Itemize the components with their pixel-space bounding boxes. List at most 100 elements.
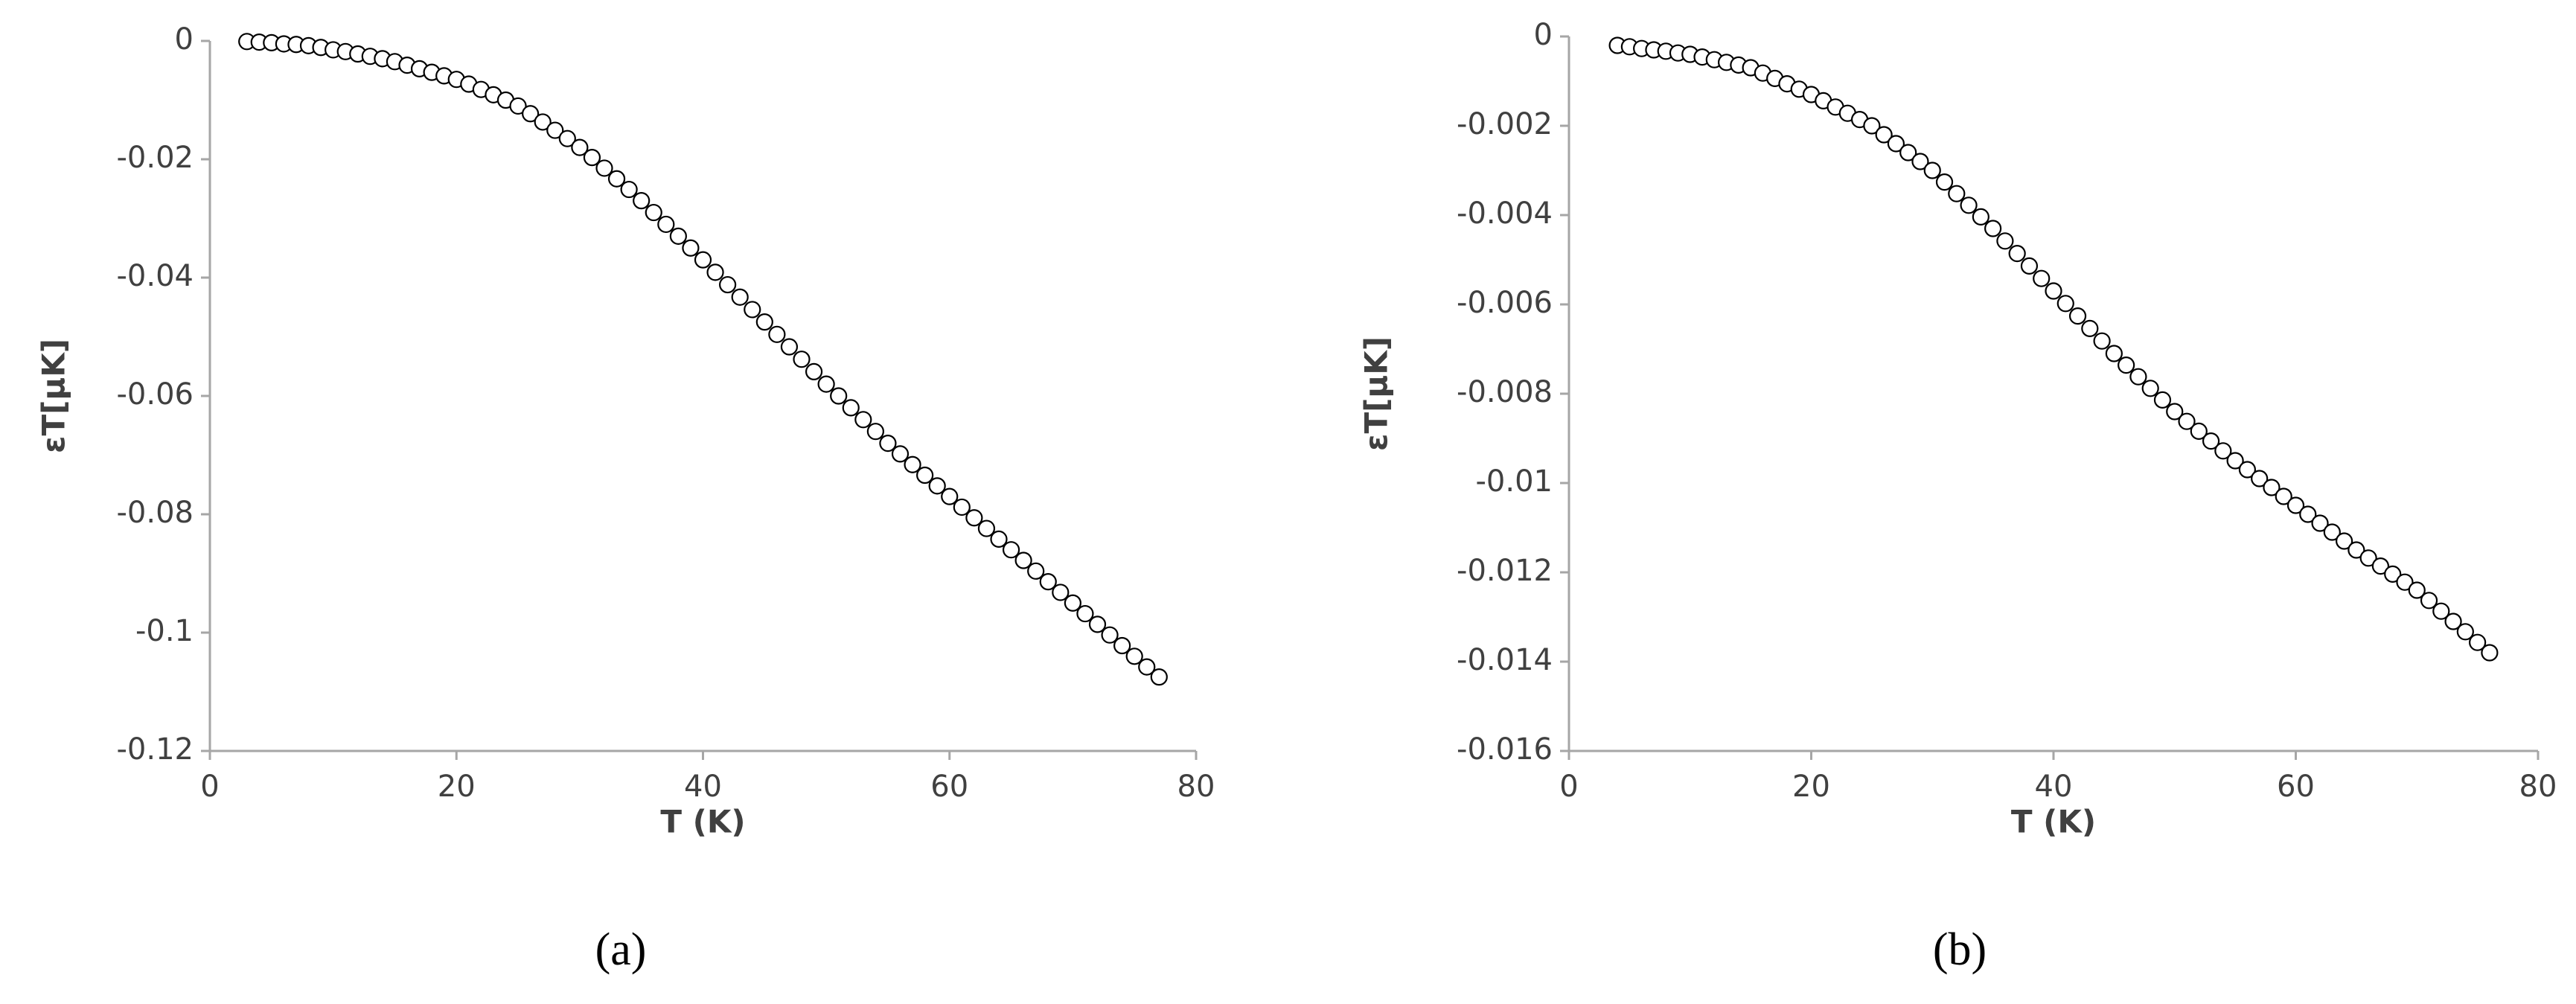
data-point [842, 399, 860, 417]
data-point [2008, 245, 2026, 263]
data-point [509, 97, 527, 115]
data-point [2263, 479, 2281, 496]
data-point [2420, 592, 2438, 610]
data-point [669, 227, 687, 245]
data-point [1972, 208, 1989, 226]
data-point [657, 215, 675, 234]
data-point [2202, 432, 2220, 450]
data-point [780, 338, 799, 356]
data-point [2481, 644, 2499, 662]
x-axis-title: T (K) [660, 804, 745, 840]
data-point [953, 498, 971, 517]
caption: (b) [1933, 924, 1987, 975]
data-point [965, 509, 983, 527]
data-point [2299, 505, 2317, 523]
x-tick-label: 80 [2519, 770, 2557, 804]
y-axis-title: εT[μK] [36, 339, 72, 453]
data-point [731, 288, 749, 306]
data-point [2081, 319, 2099, 337]
y-tick-label: -0.004 [1457, 196, 1553, 231]
data-point [990, 530, 1008, 548]
data-point [2153, 391, 2172, 409]
data-point [941, 487, 959, 505]
data-point [558, 130, 576, 147]
x-tick-label: 20 [1792, 770, 1830, 804]
data-point [916, 466, 934, 485]
x-tick-label: 60 [930, 770, 968, 804]
data-point [768, 325, 786, 343]
data-point [1125, 648, 1143, 665]
data-point [1863, 117, 1881, 135]
y-tick-label: -0.02 [117, 141, 194, 175]
data-point [2384, 565, 2402, 583]
data-point [977, 519, 996, 537]
x-tick-label: 80 [1177, 770, 1215, 804]
y-tick-label: -0.006 [1457, 286, 1553, 320]
data-point [2141, 380, 2159, 397]
data-point [522, 105, 540, 123]
y-tick-label: -0.014 [1457, 643, 1553, 677]
y-tick-label: -0.06 [117, 377, 194, 412]
data-point [2371, 557, 2390, 575]
data-point [1935, 173, 1954, 191]
data-point [2469, 633, 2487, 651]
data-point [534, 113, 552, 131]
data-point [2359, 549, 2377, 567]
data-point [2214, 442, 2232, 460]
y-axis-title: εT[μK] [1358, 336, 1395, 451]
data-point [546, 121, 564, 139]
data-point [633, 192, 651, 210]
data-point [755, 313, 773, 331]
data-point [2408, 581, 2426, 599]
data-point [1948, 185, 1966, 202]
data-point [2238, 461, 2256, 479]
y-tick-label: -0.12 [117, 732, 194, 767]
data-point [879, 434, 897, 453]
data-point [1887, 135, 1905, 153]
data-point [2311, 514, 2329, 532]
data-point [2190, 422, 2208, 441]
data-point [830, 387, 848, 405]
data-point [1027, 562, 1045, 580]
data-point [854, 411, 872, 429]
caption: (a) [595, 924, 647, 975]
x-tick-label: 0 [1559, 770, 1578, 804]
y-tick-label: -0.016 [1457, 732, 1553, 767]
data-point [645, 203, 662, 222]
data-point [891, 445, 910, 463]
data-point [904, 455, 921, 473]
y-tick-label: -0.008 [1457, 375, 1553, 409]
data-point [793, 351, 811, 368]
data-point [2093, 332, 2111, 350]
y-tick-label: 0 [175, 22, 194, 57]
data-point [2286, 496, 2305, 514]
data-point [2020, 257, 2039, 275]
data-point [694, 251, 712, 269]
data-point [1052, 583, 1070, 601]
y-tick-label: 0 [1534, 18, 1553, 52]
data-point [928, 477, 946, 495]
data-point [2129, 368, 2147, 386]
data-point [595, 159, 613, 177]
data-point [571, 138, 589, 156]
y-tick-label: -0.08 [117, 496, 194, 530]
data-point [744, 301, 761, 319]
x-tick-label: 40 [684, 770, 722, 804]
data-point [2105, 345, 2123, 362]
data-point [682, 239, 700, 257]
data-point [1960, 196, 1978, 214]
data-point [2432, 602, 2450, 620]
data-point [2178, 412, 2196, 430]
data-point [1984, 220, 2002, 237]
data-point [2336, 532, 2353, 550]
data-point [1138, 658, 1156, 676]
data-point [1923, 162, 1941, 179]
data-point [1002, 541, 1020, 559]
data-point [2275, 487, 2292, 505]
data-point [1113, 636, 1131, 655]
data-point [1911, 153, 1929, 170]
y-tick-label: -0.1 [135, 614, 194, 648]
data-point [2033, 269, 2051, 287]
data-point [1039, 573, 1057, 591]
